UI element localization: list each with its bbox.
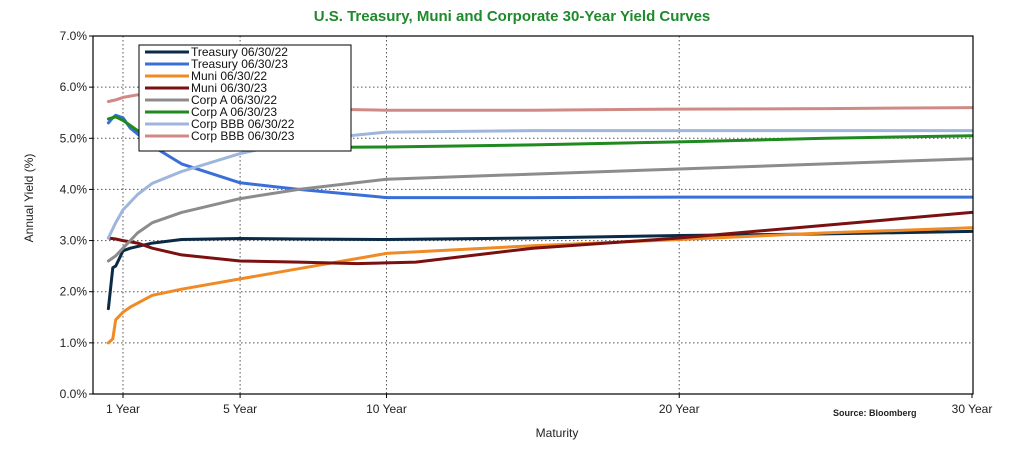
y-tick-label: 6.0%	[60, 80, 88, 94]
legend-label: Corp BBB 06/30/22	[191, 117, 295, 131]
x-tick-label: 5 Year	[223, 402, 257, 416]
series-line-corp-bbb-06-30-22	[106, 129, 974, 240]
series-line-muni-06-30-23	[106, 210, 974, 266]
y-tick-label: 3.0%	[60, 234, 88, 248]
grid-layer	[93, 36, 973, 394]
x-tick-label: 1 Year	[106, 402, 140, 416]
plot-frame	[92, 35, 974, 395]
legend-label: Treasury 06/30/23	[191, 57, 288, 71]
axis-layer: 0.0% 1.0% 2.0% 3.0% 4.0% 5.0% 6.0% 7.0% 1 Year 5 …	[60, 29, 993, 416]
series-line-corp-a-06-30-22	[106, 157, 974, 263]
y-tick-label: 0.0%	[60, 387, 88, 401]
series-line-muni-06-30-22	[106, 226, 974, 345]
legend-label: Corp BBB 06/30/23	[191, 129, 295, 143]
x-tick-label: 30 Year	[952, 402, 993, 416]
legend-label: Corp A 06/30/23	[191, 105, 277, 119]
legend-label: Treasury 06/30/22	[191, 45, 288, 59]
y-tick-label: 2.0%	[60, 285, 88, 299]
legend-label: Muni 06/30/22	[191, 69, 267, 83]
x-axis-title: Maturity	[536, 426, 579, 440]
y-tick-label: 1.0%	[60, 336, 88, 350]
x-tick-label: 10 Year	[366, 402, 407, 416]
y-tick-label: 5.0%	[60, 131, 88, 145]
x-tick-label: 20 Year	[659, 402, 700, 416]
legend-label: Corp A 06/30/22	[191, 93, 277, 107]
y-axis-title: Annual Yield (%)	[22, 154, 36, 243]
chart-title: U.S. Treasury, Muni and Corporate 30-Yea…	[313, 8, 711, 25]
series-line-treasury-06-30-23	[106, 113, 974, 200]
source-note: Source: Bloomberg	[833, 408, 917, 418]
legend-label: Muni 06/30/23	[191, 81, 267, 95]
y-tick-label: 4.0%	[60, 182, 88, 196]
y-tick-label: 7.0%	[60, 29, 88, 43]
series-line-treasury-06-30-22	[106, 229, 974, 311]
